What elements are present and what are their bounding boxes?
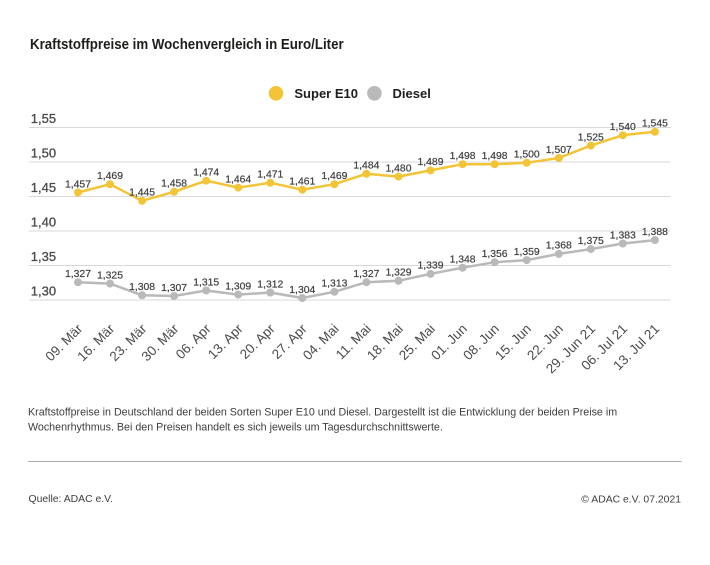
svg-text:1,464: 1,464 bbox=[225, 174, 251, 185]
svg-text:1,498: 1,498 bbox=[482, 151, 508, 162]
svg-text:1,388: 1,388 bbox=[642, 227, 668, 238]
svg-text:1,471: 1,471 bbox=[257, 170, 283, 181]
svg-text:1,313: 1,313 bbox=[321, 279, 347, 290]
svg-text:1,356: 1,356 bbox=[482, 249, 508, 260]
svg-text:Quelle: ADAC e.V.: Quelle: ADAC e.V. bbox=[29, 494, 114, 505]
svg-text:1,40: 1,40 bbox=[31, 215, 56, 230]
svg-text:Kraftstoffpreise in Deutschlan: Kraftstoffpreise in Deutschland der beid… bbox=[28, 407, 617, 419]
svg-text:1,507: 1,507 bbox=[546, 145, 572, 156]
svg-text:1,469: 1,469 bbox=[321, 171, 347, 182]
svg-text:1,312: 1,312 bbox=[257, 279, 283, 290]
svg-text:Diesel: Diesel bbox=[393, 86, 431, 101]
svg-text:1,469: 1,469 bbox=[97, 171, 123, 182]
svg-text:1,45: 1,45 bbox=[31, 180, 56, 195]
svg-text:1,484: 1,484 bbox=[353, 161, 379, 172]
svg-text:1,368: 1,368 bbox=[546, 241, 572, 252]
svg-text:1,50: 1,50 bbox=[31, 146, 56, 161]
svg-text:1,461: 1,461 bbox=[289, 177, 315, 188]
svg-text:1,383: 1,383 bbox=[610, 230, 636, 241]
svg-text:1,329: 1,329 bbox=[385, 268, 411, 279]
svg-text:1,348: 1,348 bbox=[450, 255, 476, 266]
svg-text:1,500: 1,500 bbox=[514, 150, 540, 161]
svg-text:1,308: 1,308 bbox=[129, 282, 155, 293]
svg-text:1,525: 1,525 bbox=[578, 132, 604, 143]
svg-text:1,359: 1,359 bbox=[514, 247, 540, 258]
svg-text:1,35: 1,35 bbox=[31, 249, 56, 264]
svg-text:1,315: 1,315 bbox=[193, 277, 219, 288]
svg-text:1,307: 1,307 bbox=[161, 283, 187, 294]
svg-text:1,474: 1,474 bbox=[193, 168, 219, 179]
svg-text:1,480: 1,480 bbox=[385, 163, 411, 174]
svg-text:1,327: 1,327 bbox=[65, 269, 91, 280]
svg-text:1,498: 1,498 bbox=[450, 151, 476, 162]
svg-text:1,309: 1,309 bbox=[225, 281, 251, 292]
svg-text:1,325: 1,325 bbox=[97, 270, 123, 281]
svg-text:1,327: 1,327 bbox=[353, 269, 379, 280]
svg-text:1,445: 1,445 bbox=[129, 188, 155, 199]
svg-text:Kraftstoffpreise im Wochenverg: Kraftstoffpreise im Wochenvergleich in E… bbox=[30, 36, 344, 53]
svg-text:© ADAC e.V. 07.2021: © ADAC e.V. 07.2021 bbox=[581, 494, 681, 505]
svg-text:1,30: 1,30 bbox=[31, 284, 56, 299]
svg-text:1,304: 1,304 bbox=[289, 285, 315, 296]
svg-text:1,458: 1,458 bbox=[161, 179, 187, 190]
svg-text:1,339: 1,339 bbox=[417, 261, 443, 272]
svg-text:Wochenrhythmus. Bei den Preise: Wochenrhythmus. Bei den Preisen handelt … bbox=[28, 422, 443, 434]
svg-text:1,489: 1,489 bbox=[417, 157, 443, 168]
svg-text:1,545: 1,545 bbox=[642, 119, 668, 130]
svg-text:1,457: 1,457 bbox=[65, 179, 91, 190]
svg-text:Super E10: Super E10 bbox=[294, 86, 358, 101]
svg-text:1,55: 1,55 bbox=[31, 111, 56, 126]
svg-text:1,375: 1,375 bbox=[578, 236, 604, 247]
svg-text:1,540: 1,540 bbox=[610, 122, 636, 133]
